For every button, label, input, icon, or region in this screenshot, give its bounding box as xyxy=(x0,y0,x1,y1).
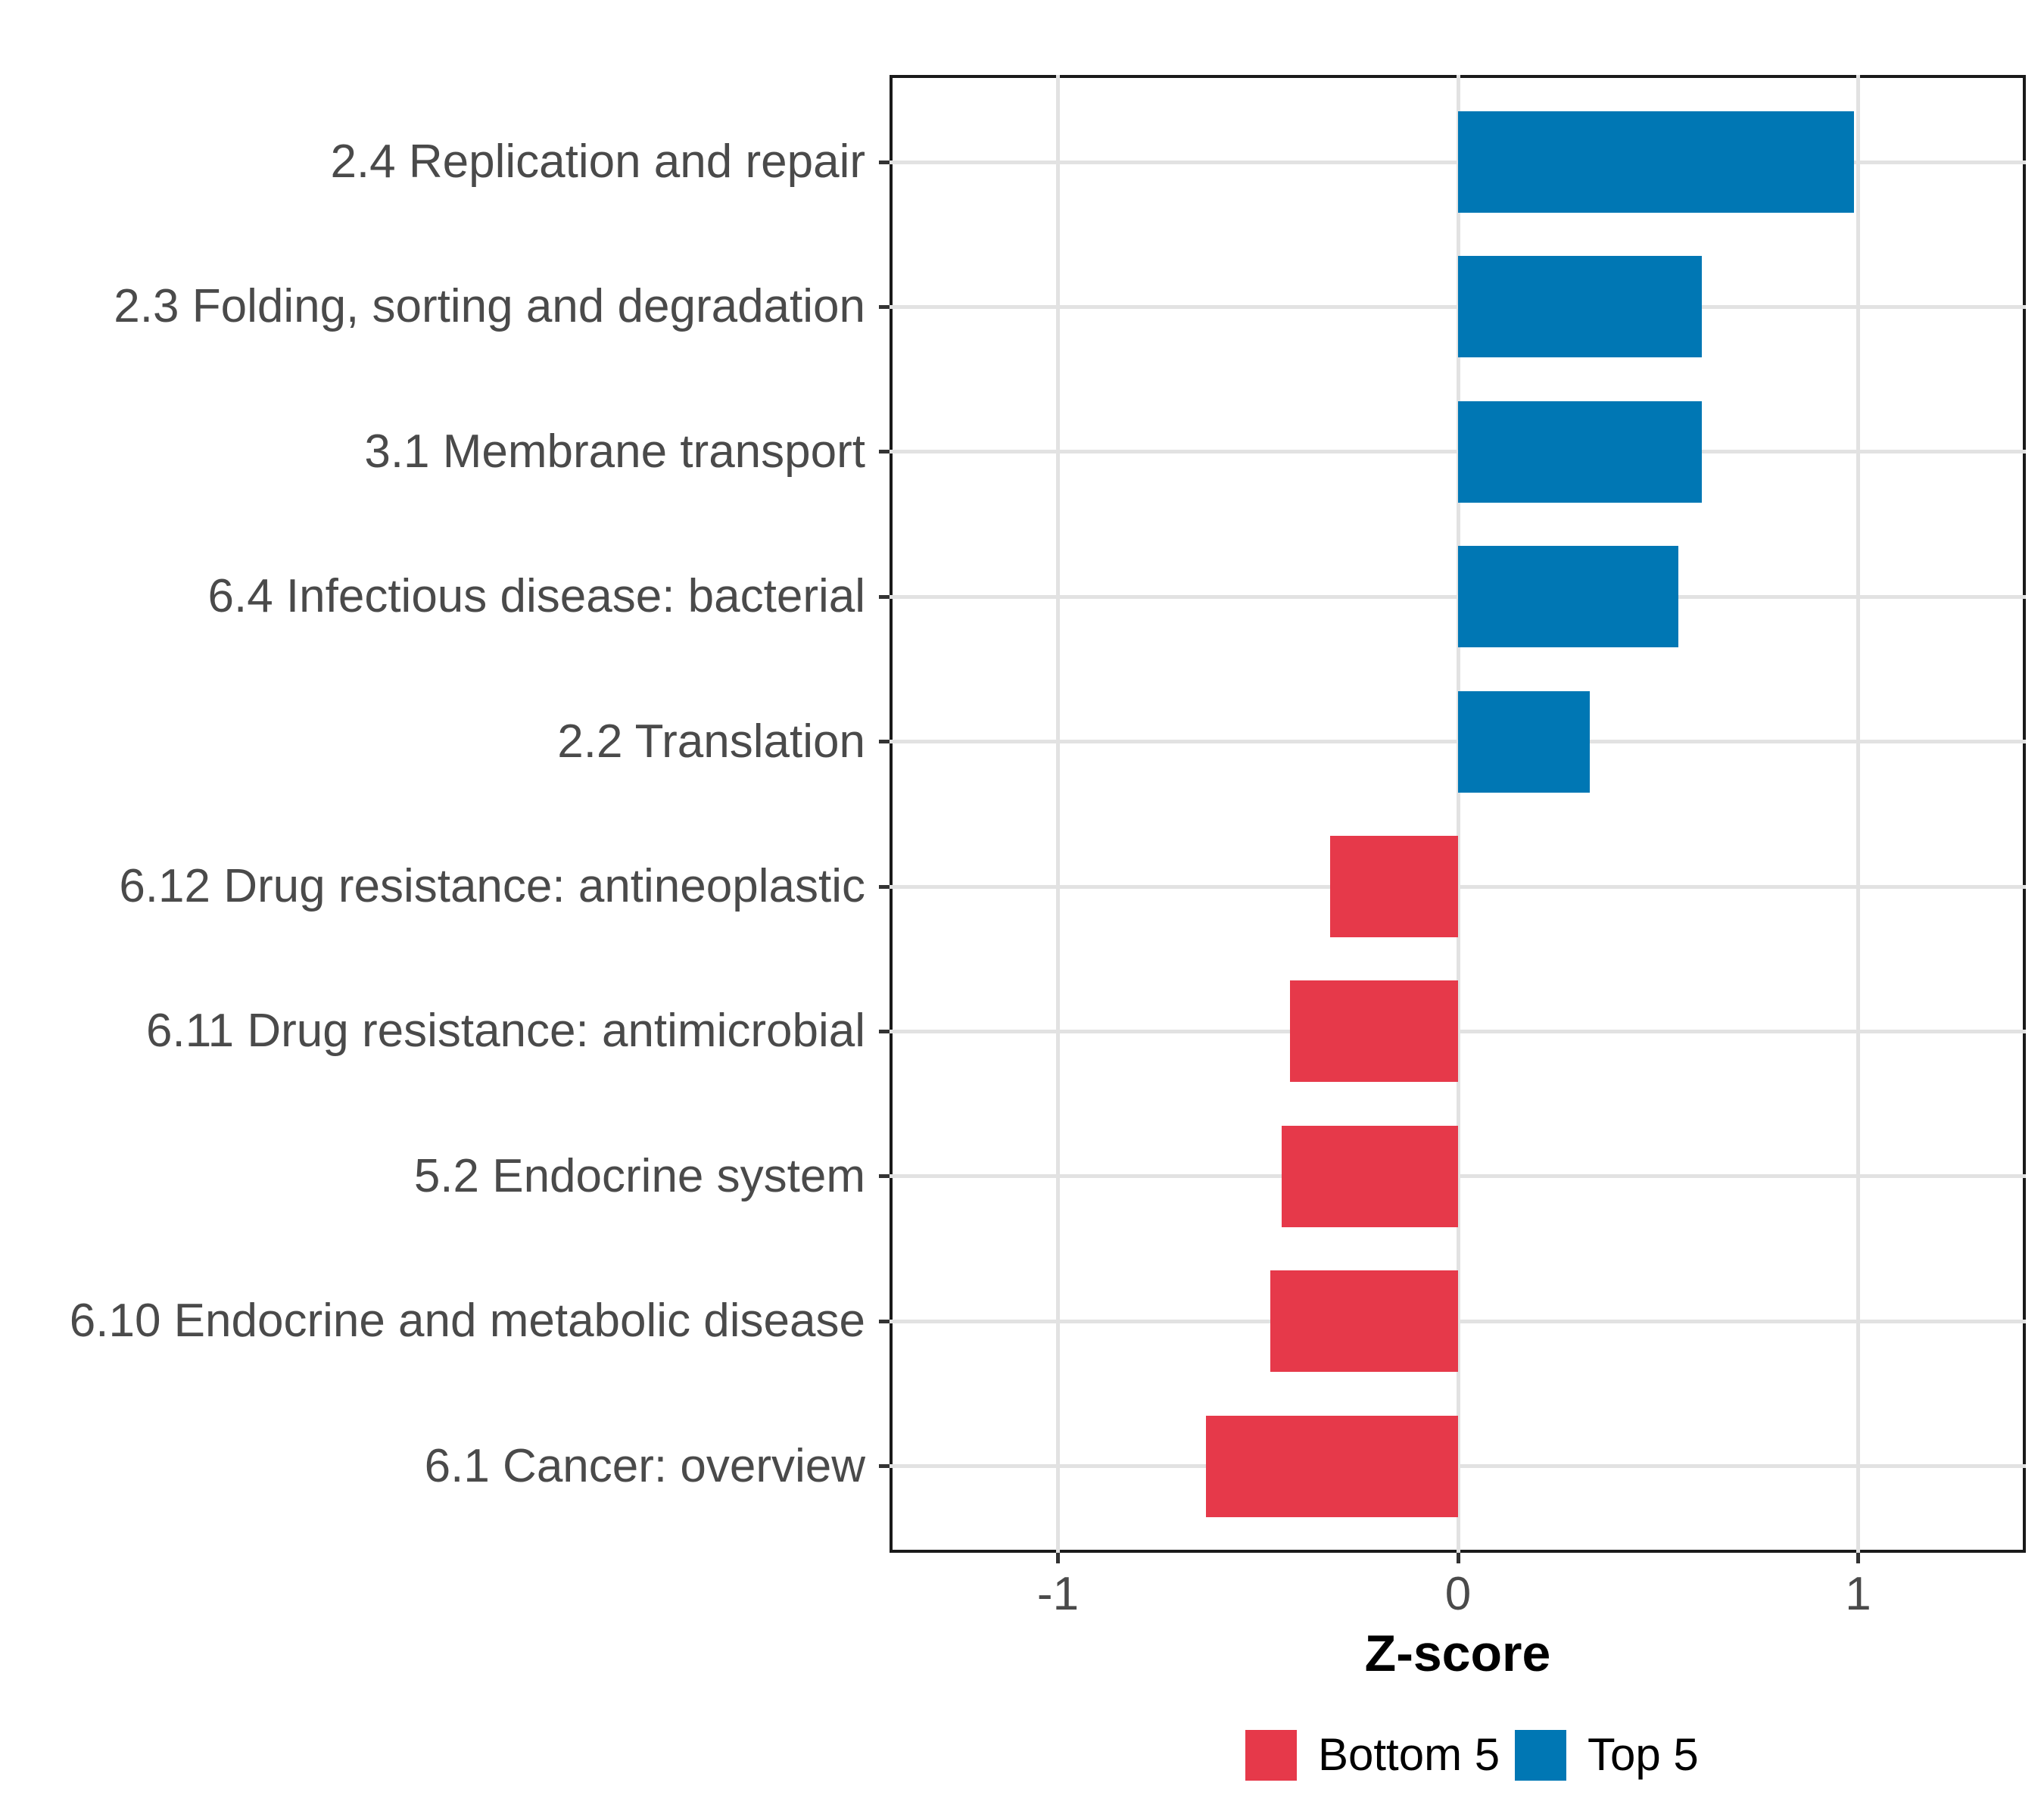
category-label: 6.11 Drug resistance: antimicrobial xyxy=(146,1005,865,1058)
bar-top5 xyxy=(1458,111,1855,213)
y-tick-mark xyxy=(879,1029,890,1033)
legend-label-bottom5: Bottom 5 xyxy=(1318,1729,1500,1780)
x-tick-label: 1 xyxy=(1845,1568,1871,1620)
bar-top5 xyxy=(1458,690,1591,793)
category-label: 2.3 Folding, sorting and degradation xyxy=(114,280,865,333)
x-gridline-1 xyxy=(1856,75,1860,1553)
y-gridline xyxy=(890,160,2026,164)
x-tick-mark-0 xyxy=(1456,1553,1460,1563)
y-tick-mark xyxy=(879,884,890,889)
y-tick-mark xyxy=(879,304,890,309)
category-label: 3.1 Membrane transport xyxy=(364,425,865,478)
legend-swatch-bottom5 xyxy=(1245,1730,1297,1781)
y-tick-mark xyxy=(879,740,890,744)
y-tick-mark xyxy=(879,160,890,164)
y-gridline xyxy=(890,594,2026,599)
x-tick-mark-1 xyxy=(1856,1553,1860,1563)
category-label: 6.1 Cancer: overview xyxy=(424,1439,865,1492)
legend-label-top5: Top 5 xyxy=(1588,1729,1699,1780)
bar-top5 xyxy=(1458,400,1703,503)
category-label: 2.2 Translation xyxy=(557,715,865,768)
y-gridline xyxy=(890,304,2026,309)
y-tick-mark xyxy=(879,1174,890,1179)
legend-swatch-top5 xyxy=(1515,1730,1566,1781)
bar-bottom5 xyxy=(1290,980,1458,1083)
y-tick-mark xyxy=(879,594,890,599)
bar-bottom5 xyxy=(1329,836,1458,937)
category-label: 6.10 Endocrine and metabolic disease xyxy=(69,1295,865,1348)
x-gridline--1 xyxy=(1056,75,1060,1553)
bar-top5 xyxy=(1458,546,1678,648)
bar-top5 xyxy=(1458,256,1703,358)
category-label: 6.4 Infectious disease: bacterial xyxy=(207,570,865,623)
y-tick-mark xyxy=(879,1464,890,1469)
category-label: 2.4 Replication and repair xyxy=(330,136,865,188)
x-tick-label: -1 xyxy=(1036,1568,1080,1620)
y-tick-mark xyxy=(879,1319,890,1323)
x-tick-label: 0 xyxy=(1444,1568,1472,1620)
category-label: 6.12 Drug resistance: antineoplastic xyxy=(119,860,865,912)
y-gridline xyxy=(890,450,2026,454)
x-tick-mark--1 xyxy=(1056,1553,1060,1563)
x-gridline-0 xyxy=(1456,75,1460,1553)
y-tick-mark xyxy=(879,450,890,454)
bar-bottom5 xyxy=(1282,1125,1458,1227)
category-label: 5.2 Endocrine system xyxy=(413,1149,865,1202)
x-axis-title: Z-score xyxy=(1364,1625,1551,1682)
y-gridline xyxy=(890,740,2026,744)
bar-bottom5 xyxy=(1206,1415,1458,1517)
bar-bottom5 xyxy=(1270,1270,1458,1373)
